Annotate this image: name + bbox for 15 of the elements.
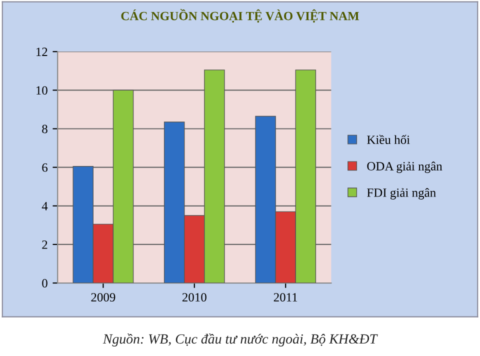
y-tick-label: 0	[42, 279, 48, 288]
y-tick-label: 8	[42, 124, 48, 134]
legend-label: ODA giải ngân	[367, 162, 442, 174]
x-tick-label: 2011	[274, 293, 298, 302]
x-tick-label: 2009	[91, 293, 116, 302]
legend-label: Kiều hối	[367, 134, 410, 144]
y-tick-label: 12	[36, 48, 48, 56]
text: Nguồn: WB, Cục đầu tư nước ngoài, Bộ KH&ĐT	[102, 333, 378, 346]
x-tick-label: 2010	[182, 293, 206, 302]
y-tick-label: 6	[42, 163, 48, 172]
chart-title: CÁC NGUỒN NGOẠI TỆ VÀO VIỆT NAM	[121, 9, 359, 23]
y-tick-label: 4	[42, 202, 48, 210]
legend-label: FDI giải ngân	[367, 188, 436, 200]
y-tick-label: 2	[42, 240, 48, 249]
y-tick-label: 10	[36, 86, 48, 95]
